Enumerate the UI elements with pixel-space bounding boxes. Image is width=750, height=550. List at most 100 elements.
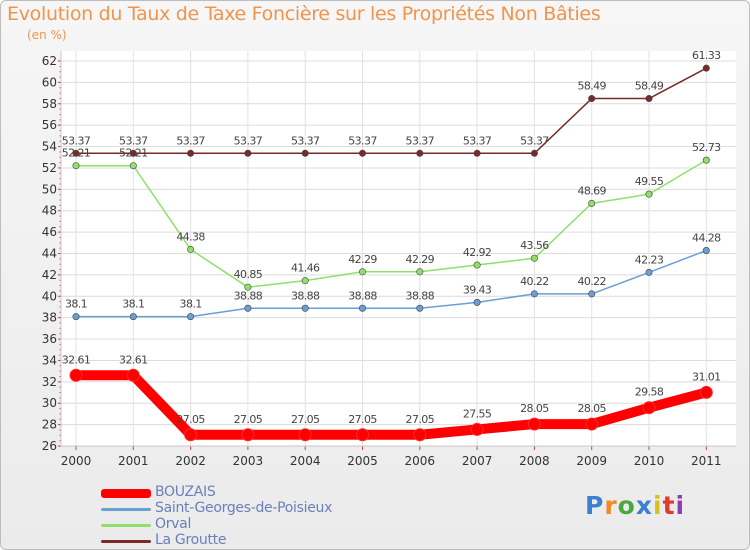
x-tick-label: 2008 <box>519 454 550 468</box>
legend-label: Saint-Georges-de-Poisieux <box>155 500 333 516</box>
data-point <box>244 149 252 157</box>
legend-label: La Groutte <box>155 532 227 548</box>
data-point <box>530 254 538 262</box>
data-label: 38.1 <box>122 298 144 311</box>
data-point <box>702 247 710 255</box>
data-label: 53.37 <box>176 134 205 147</box>
data-point <box>298 428 312 442</box>
data-point <box>129 149 137 157</box>
data-point <box>642 401 656 415</box>
data-label: 32.61 <box>62 353 91 366</box>
x-tick-label: 2010 <box>634 454 665 468</box>
x-tick-label: 2011 <box>691 454 722 468</box>
data-label: 38.1 <box>65 298 87 311</box>
data-label: 32.61 <box>119 353 148 366</box>
data-point <box>244 283 252 291</box>
y-tick-label: 44 <box>42 247 57 261</box>
data-point <box>416 304 424 312</box>
series-line-orval <box>75 159 708 288</box>
axes: 26 28 30 32 34 36 38 40 42 44 46 48 50 52 54 56 58 60 62 20… <box>42 51 736 468</box>
logo-letter: i <box>653 491 663 520</box>
data-point <box>184 428 198 442</box>
data-point <box>129 162 137 170</box>
data-label: 53.37 <box>119 134 148 147</box>
data-label: 27.05 <box>234 413 263 426</box>
data-point <box>588 290 596 298</box>
data-label: 49.55 <box>635 175 664 188</box>
data-label: 53.37 <box>406 134 435 147</box>
logo-letter: o <box>617 491 636 520</box>
data-point <box>645 95 653 103</box>
data-point <box>699 385 713 399</box>
grid <box>61 51 736 447</box>
data-point <box>702 156 710 164</box>
data-label: 27.05 <box>348 413 377 426</box>
data-label: 53.37 <box>463 134 492 147</box>
chart-title: Evolution du Taux de Taxe Foncière sur l… <box>7 3 601 25</box>
y-tick-label: 32 <box>42 375 57 389</box>
y-tick-label: 26 <box>42 439 57 453</box>
legend-swatch-la-groutte <box>101 540 151 543</box>
y-tick-label: 36 <box>42 332 57 346</box>
data-label: 38.88 <box>291 289 320 302</box>
data-point <box>358 268 366 276</box>
data-label: 31.01 <box>692 370 721 383</box>
data-label: 42.29 <box>348 253 377 266</box>
data-point <box>187 149 195 157</box>
y-tick-label: 30 <box>42 396 57 410</box>
data-label: 48.69 <box>577 184 606 197</box>
data-point <box>69 368 83 382</box>
data-label: 44.38 <box>176 230 205 243</box>
legend-label: Orval <box>155 516 192 532</box>
data-point <box>416 149 424 157</box>
y-tick-label: 28 <box>42 418 57 432</box>
y-tick-label: 52 <box>42 161 57 175</box>
data-label: 29.58 <box>635 386 664 399</box>
logo-letter: P <box>585 491 605 520</box>
logo-letter: x <box>635 491 653 520</box>
data-label: 41.46 <box>291 262 320 275</box>
series-lines <box>71 67 712 440</box>
logo-letter: r <box>604 491 618 520</box>
x-tick-label: 2001 <box>118 454 149 468</box>
logo-letter: t <box>662 491 676 520</box>
y-tick-label: 40 <box>42 289 57 303</box>
data-point <box>530 290 538 298</box>
data-point <box>126 368 140 382</box>
data-label: 38.88 <box>348 289 377 302</box>
x-tick-label: 2009 <box>576 454 607 468</box>
x-tick-label: 2000 <box>61 454 92 468</box>
data-label: 58.49 <box>577 80 606 93</box>
legend-swatch-orval <box>101 524 151 527</box>
data-label: 38.88 <box>406 289 435 302</box>
x-tick-label: 2006 <box>405 454 436 468</box>
y-tick-label: 56 <box>42 118 57 132</box>
data-point <box>301 304 309 312</box>
data-label: 28.05 <box>577 402 606 415</box>
x-tick-label: 2005 <box>347 454 378 468</box>
data-point <box>358 304 366 312</box>
y-tick-label: 58 <box>42 97 57 111</box>
data-point <box>585 417 599 431</box>
data-label: 38.1 <box>180 298 202 311</box>
data-label: 52.73 <box>692 141 721 154</box>
data-point <box>187 245 195 253</box>
data-label: 40.22 <box>577 275 606 288</box>
data-point <box>358 149 366 157</box>
data-point <box>527 417 541 431</box>
legend-swatch-bouzais <box>101 489 151 498</box>
y-tick-label: 54 <box>42 140 57 154</box>
data-label: 27.05 <box>406 413 435 426</box>
data-label: 42.29 <box>406 253 435 266</box>
data-point <box>356 428 369 442</box>
data-label: 61.33 <box>692 49 721 62</box>
y-tick-label: 38 <box>42 311 57 325</box>
data-label: 27.05 <box>291 413 320 426</box>
data-label: 53.37 <box>62 134 91 147</box>
data-point <box>301 149 309 157</box>
data-label: 44.28 <box>692 232 721 245</box>
y-tick-label: 34 <box>42 353 57 367</box>
legend-swatch-saint-georges <box>101 508 151 511</box>
proxiti-logo: Proxiti <box>585 491 685 520</box>
